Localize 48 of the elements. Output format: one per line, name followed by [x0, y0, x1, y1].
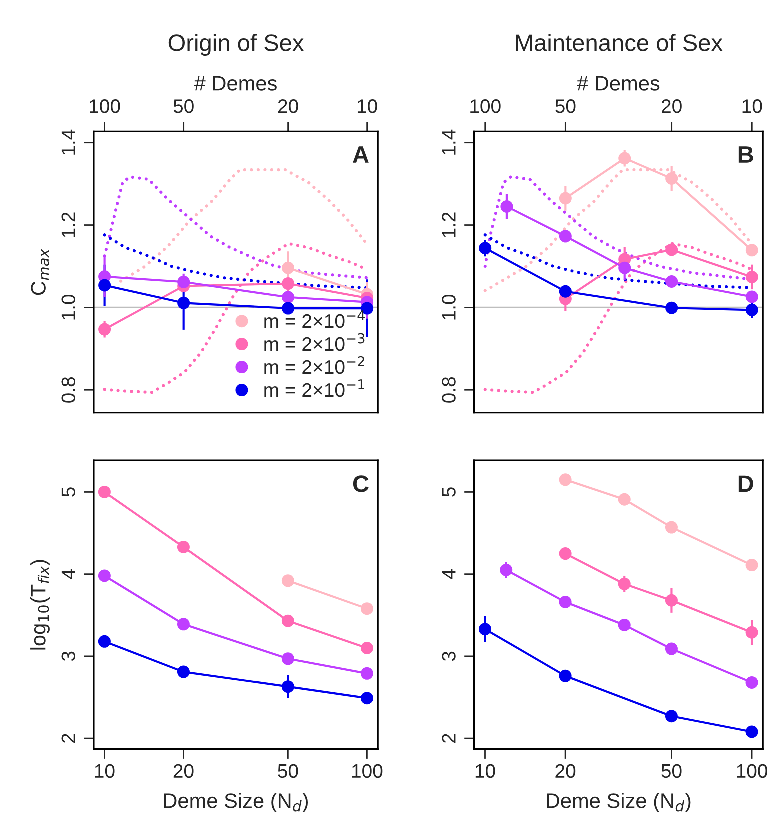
y-tick-label: 1.0 [62, 294, 76, 320]
legend-label: m = 2×10$^{−4}$ [264, 310, 365, 328]
y-tick-label: 3 [62, 652, 76, 662]
annotation: D [738, 476, 754, 492]
x-tick-label: 10 [358, 100, 378, 114]
y-tick-label: 1.0 [442, 294, 456, 320]
y-tick-label: 5 [442, 488, 456, 497]
x-tick-label: 20 [278, 100, 298, 114]
y-tick-label: 4 [442, 569, 456, 580]
legend-label: m = 2×10$^{−3}$ [264, 333, 365, 352]
x-tick-label: 100 [737, 764, 768, 778]
annotation: C [353, 476, 369, 492]
x-tick-label: 50 [556, 100, 576, 114]
legend-label: m = 2×10$^{−1}$ [264, 380, 364, 398]
x-tick-label: 100 [352, 764, 383, 778]
y-tick-label: 3 [442, 652, 456, 662]
x-tick-label: 100 [470, 100, 501, 114]
annotation: A [353, 146, 369, 163]
x-tick-label: 50 [662, 764, 682, 778]
x-tick-label: 20 [174, 764, 194, 778]
y-tick-label: 1.2 [62, 212, 76, 238]
x-tick-label: 20 [662, 100, 682, 114]
y-tick-label: 0.8 [442, 377, 456, 403]
x-axis-title: # Demes [194, 76, 277, 91]
x-tick-label: 50 [174, 100, 194, 114]
annotation: B [738, 146, 754, 163]
y-axis-title: log$_{10}$(T$_{fix}$) [30, 560, 50, 650]
x-tick-label: 10 [95, 764, 115, 778]
x-tick-label: 100 [90, 100, 120, 114]
chart-title: Maintenance of Sex [516, 34, 723, 52]
y-tick-label: 1.4 [442, 130, 456, 155]
y-tick-label: 4 [62, 569, 76, 580]
y-tick-label: 0.8 [62, 377, 76, 403]
x-tick-label: 20 [556, 764, 576, 778]
x-tick-label: 50 [278, 764, 298, 778]
y-axis-title: C$_{max}$ [31, 248, 50, 296]
y-tick-label: 1.4 [62, 130, 76, 155]
y-tick-label: 1.2 [442, 212, 456, 238]
chart-title: Origin of Sex [168, 34, 304, 56]
x-axis-title: Deme Size (N$_{d}$) [547, 793, 691, 812]
legend-label: m = 2×10$^{−2}$ [264, 356, 364, 374]
x-axis-title: # Demes [577, 76, 660, 91]
x-tick-label: 10 [742, 100, 762, 114]
y-tick-label: 2 [62, 734, 76, 743]
y-tick-label: 5 [62, 488, 76, 497]
x-tick-label: 10 [476, 764, 496, 778]
y-tick-label: 2 [442, 734, 456, 743]
x-axis-title: Deme Size (N$_{d}$) [164, 793, 308, 812]
